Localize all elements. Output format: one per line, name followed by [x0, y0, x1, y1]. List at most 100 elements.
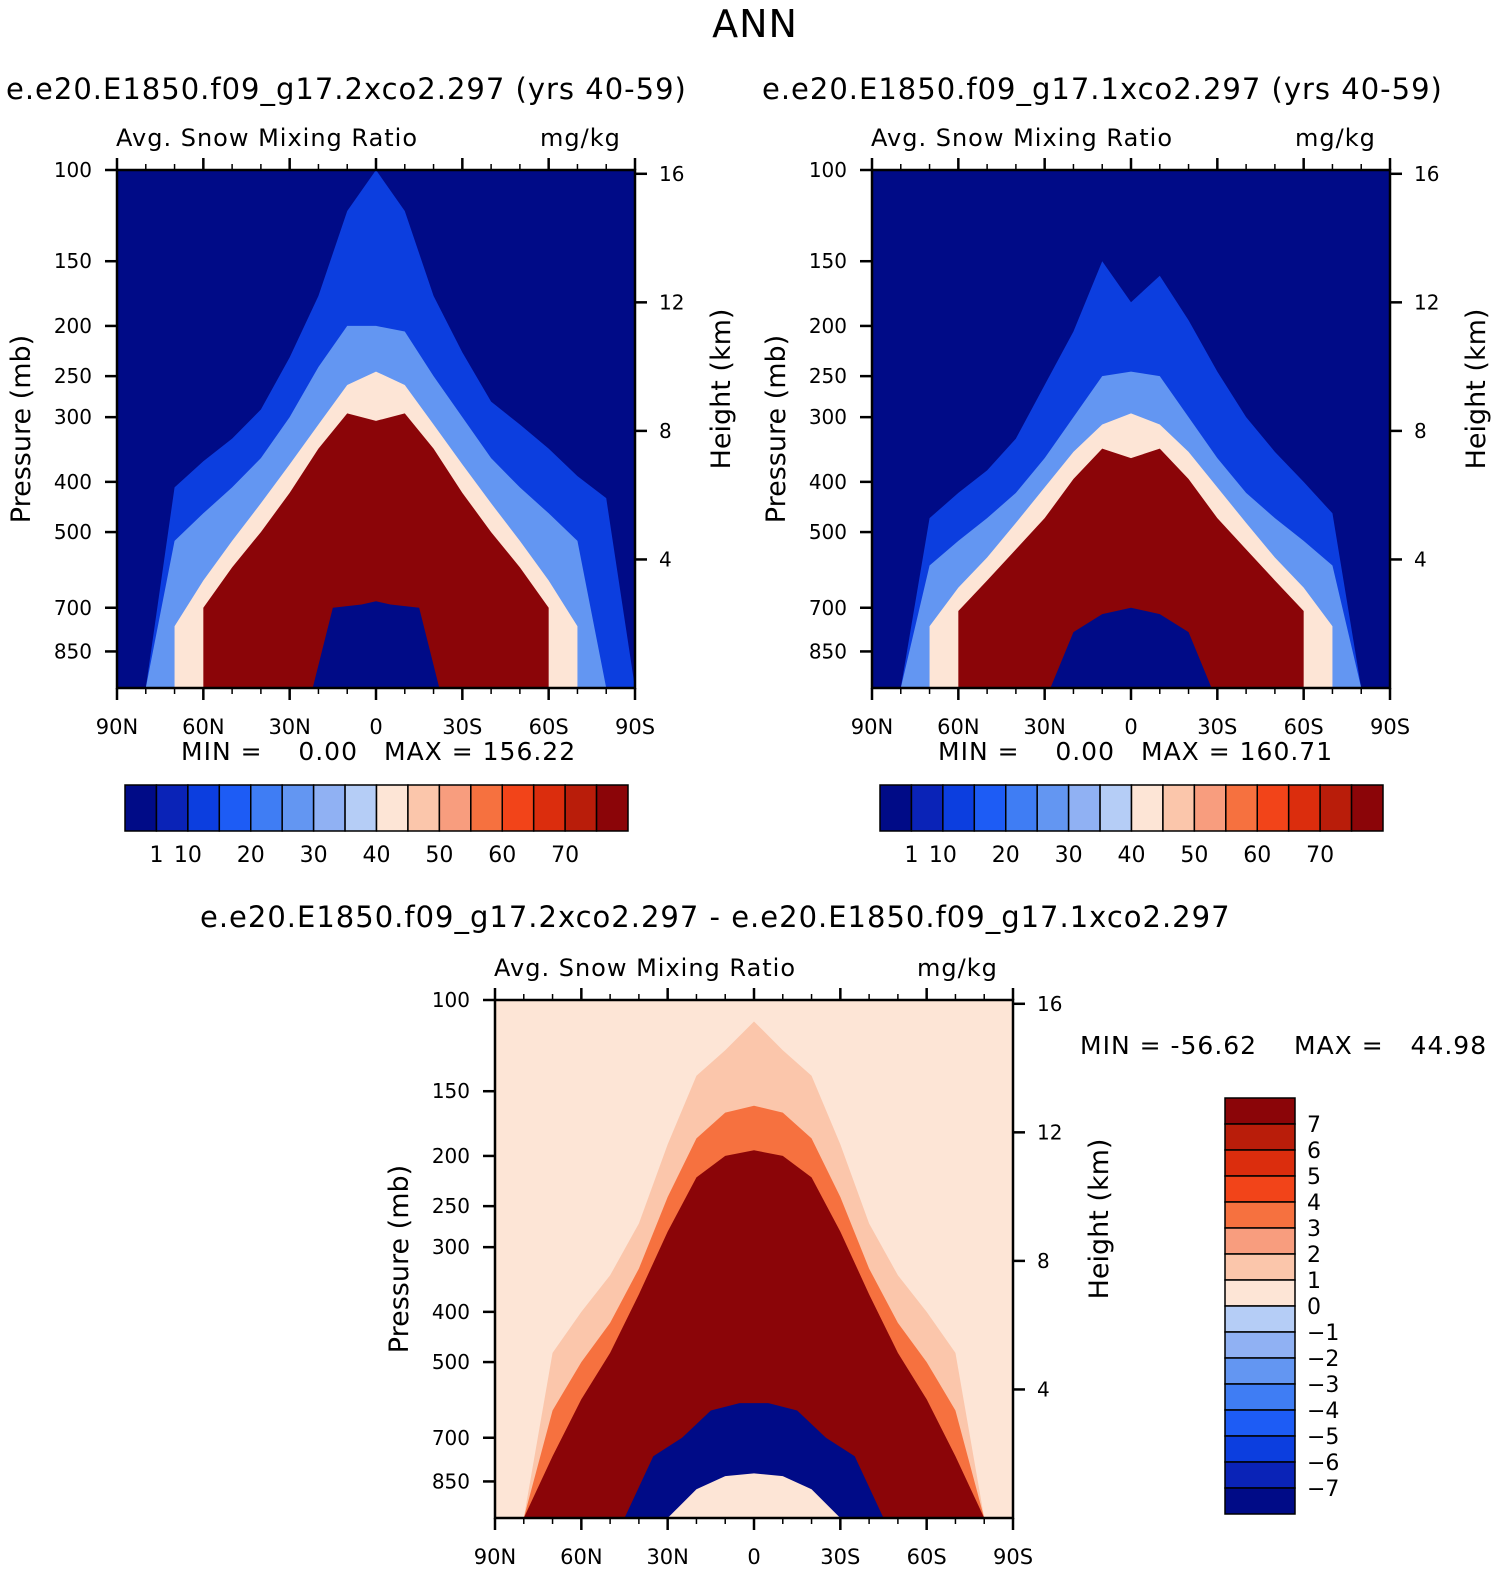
panel-2-max: MAX = 160.71	[1141, 737, 1334, 766]
colorbar-label: 6	[1307, 1139, 1321, 1164]
x-tick-label: 0	[1124, 715, 1137, 739]
colorbar-label: −6	[1307, 1451, 1339, 1476]
colorbar-label: 30	[1055, 843, 1083, 868]
panel-1-min: MIN = 0.00	[181, 737, 358, 766]
panel-diff-units: mg/kg	[917, 954, 998, 982]
y-tick-label: 200	[54, 314, 92, 338]
colorbar-box	[1005, 784, 1038, 832]
colorbar-label: 7	[1307, 1113, 1321, 1138]
x-tick-label: 90S	[993, 1545, 1033, 1569]
x-tick-label: 30N	[268, 715, 310, 739]
y-tick-label: 400	[54, 470, 92, 494]
colorbar-box	[470, 784, 503, 832]
colorbar-box	[1224, 1279, 1296, 1307]
y-tick-label: 500	[54, 520, 92, 544]
colorbar-box	[407, 784, 441, 832]
colorbar-box	[973, 784, 1007, 832]
colorbar-label: 1	[149, 843, 163, 868]
colorbar-box	[250, 784, 283, 832]
colorbar-box	[312, 784, 346, 832]
colorbar-label: 60	[1243, 843, 1271, 868]
height-tick-label: 4	[1414, 547, 1427, 571]
y-tick-label: 100	[54, 158, 92, 182]
y-tick-label: 200	[809, 314, 847, 338]
y-tick-label: 100	[809, 158, 847, 182]
y-tick-label: 400	[809, 470, 847, 494]
panel-1-variable: Avg. Snow Mixing Ratio	[116, 124, 419, 152]
colorbar-box	[1224, 1383, 1296, 1411]
colorbar-label: −3	[1307, 1373, 1339, 1398]
colorbar-label: 10	[174, 843, 202, 868]
y-axis-title: Pressure (mb)	[384, 1165, 415, 1353]
y-tick-label: 200	[432, 1144, 470, 1168]
colorbar-label: 60	[488, 843, 516, 868]
panel-1-chart: 90N 60N 30N 0 30S 60S 90S 100 150 200 250 300 400 500…	[6, 158, 737, 739]
colorbar-label: −7	[1307, 1477, 1339, 1502]
colorbar-box	[879, 784, 913, 832]
colorbar-label: −4	[1307, 1399, 1339, 1424]
panel-1-max: MAX = 156.22	[384, 737, 577, 766]
x-tick-label: 30S	[1197, 715, 1237, 739]
y-tick-label: 150	[54, 249, 92, 273]
height-tick-label: 16	[1037, 992, 1062, 1016]
panel-2-colorbar: 1 10 20 30 40 50 60 70	[879, 784, 1384, 868]
panel-diff-title: e.e20.E1850.f09_g17.2xco2.297 - e.e20.E1…	[200, 900, 1231, 934]
panel-2-title: e.e20.E1850.f09_g17.1xco2.297 (yrs 40-59…	[762, 72, 1443, 106]
x-tick-label: 60S	[1284, 715, 1324, 739]
colorbar-label: 50	[425, 843, 453, 868]
height-tick-label: 12	[659, 290, 684, 314]
page-title: ANN	[712, 2, 798, 46]
colorbar-label: 70	[551, 843, 579, 868]
colorbar-label: 0	[1307, 1295, 1321, 1320]
y-tick-label: 500	[809, 520, 847, 544]
colorbar-box	[1224, 1357, 1296, 1385]
x-tick-label: 60S	[907, 1545, 947, 1569]
y-tick-label: 250	[809, 364, 847, 388]
x-tick-label: 60S	[529, 715, 569, 739]
x-tick-label: 90N	[851, 715, 893, 739]
x-tick-label: 60N	[182, 715, 224, 739]
colorbar-label: 3	[1307, 1217, 1321, 1242]
colorbar-box	[1130, 784, 1164, 832]
colorbar-box	[1224, 1123, 1296, 1151]
panel-diff-chart: 90N 60N 30N 0 30S 60S 90S 100 150 200 250 300 400 500…	[384, 988, 1115, 1569]
colorbar-box	[910, 784, 944, 832]
x-tick-label: 90N	[474, 1545, 516, 1569]
colorbar-box	[532, 784, 566, 832]
y2-axis-title: Height (km)	[1461, 309, 1492, 470]
x-tick-label: 90S	[1370, 715, 1410, 739]
colorbar-box	[1224, 1435, 1296, 1463]
colorbar-label: 2	[1307, 1243, 1321, 1268]
x-tick-label: 60N	[560, 1545, 602, 1569]
y2-axis-title: Height (km)	[1084, 1139, 1115, 1300]
contour-near-zero-core	[667, 1473, 841, 1518]
colorbar-box	[1162, 784, 1196, 832]
height-tick-label: 4	[1037, 1377, 1050, 1401]
colorbar-box	[501, 784, 535, 832]
panel-diff-variable: Avg. Snow Mixing Ratio	[494, 954, 797, 982]
panel-2-min: MIN = 0.00	[938, 737, 1115, 766]
colorbar-box	[1224, 1409, 1296, 1437]
colorbar-box	[375, 784, 409, 832]
colorbar-box	[1224, 1227, 1296, 1255]
colorbar-box	[1256, 784, 1290, 832]
y-tick-label: 250	[54, 364, 92, 388]
contour-60	[203, 413, 549, 688]
panel-2-variable: Avg. Snow Mixing Ratio	[871, 124, 1174, 152]
height-tick-label: 12	[1414, 290, 1439, 314]
colorbar-box	[1224, 1201, 1296, 1229]
colorbar-label: 10	[929, 843, 957, 868]
colorbar-label: 5	[1307, 1165, 1321, 1190]
colorbar-box	[1224, 1175, 1296, 1203]
colorbar-label: 40	[1118, 843, 1146, 868]
colorbar-box	[1224, 1253, 1296, 1281]
colorbar-label: 4	[1307, 1191, 1321, 1216]
colorbar-label: −1	[1307, 1321, 1339, 1346]
colorbar-label: 70	[1306, 843, 1334, 868]
contour-low-core	[1050, 607, 1212, 688]
x-tick-label: 0	[369, 715, 382, 739]
height-tick-label: 8	[1037, 1249, 1050, 1273]
y-tick-label: 850	[54, 639, 92, 663]
y2-axis-title: Height (km)	[706, 309, 737, 470]
